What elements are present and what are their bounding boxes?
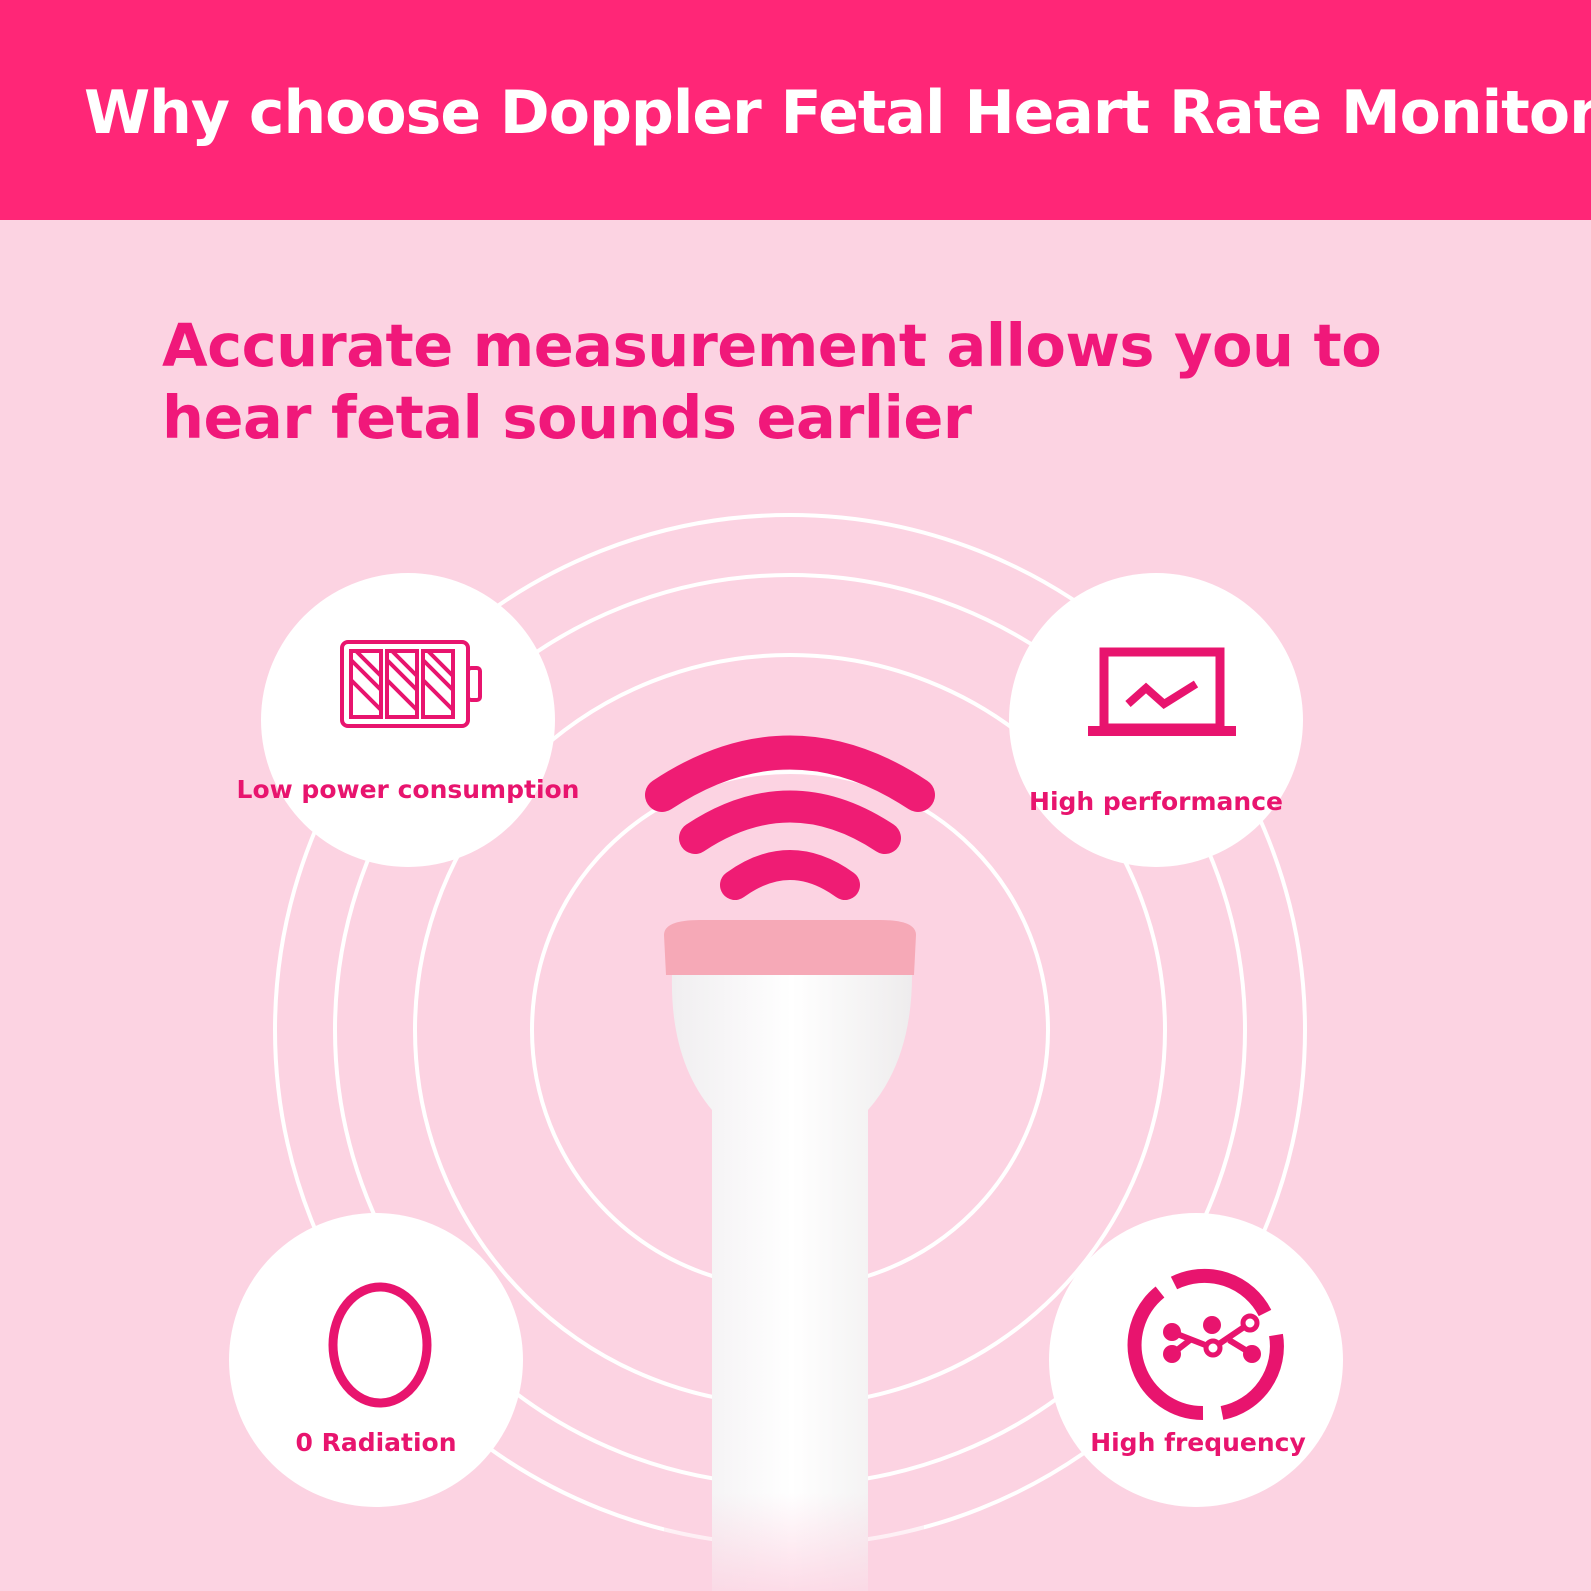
zero-ring-icon [328, 1282, 432, 1408]
doppler-probe-image [664, 920, 924, 1591]
header-banner: Why choose Doppler Fetal Heart Rate Moni… [0, 0, 1591, 220]
battery-icon [340, 640, 482, 728]
feature-circles [229, 573, 1343, 1507]
signal-waves-icon [645, 735, 935, 900]
headline-line-2: hear fetal sounds earlier [162, 383, 972, 452]
feature-label-zero-radiation: 0 Radiation [295, 1428, 457, 1457]
laptop-chart-icon [1088, 647, 1236, 736]
feature-label-high-performance: High performance [1029, 787, 1283, 816]
feature-label-high-frequency: High frequency [1090, 1428, 1306, 1457]
page-title: Why choose Doppler Fetal Heart Rate Moni… [84, 78, 1591, 148]
headline-line-1: Accurate measurement allows you to [162, 311, 1382, 380]
feature-label-low-power: Low power consumption [236, 775, 580, 804]
network-cycle-icon [1127, 1268, 1284, 1421]
headline: Accurate measurement allows you to hear … [162, 310, 1412, 454]
